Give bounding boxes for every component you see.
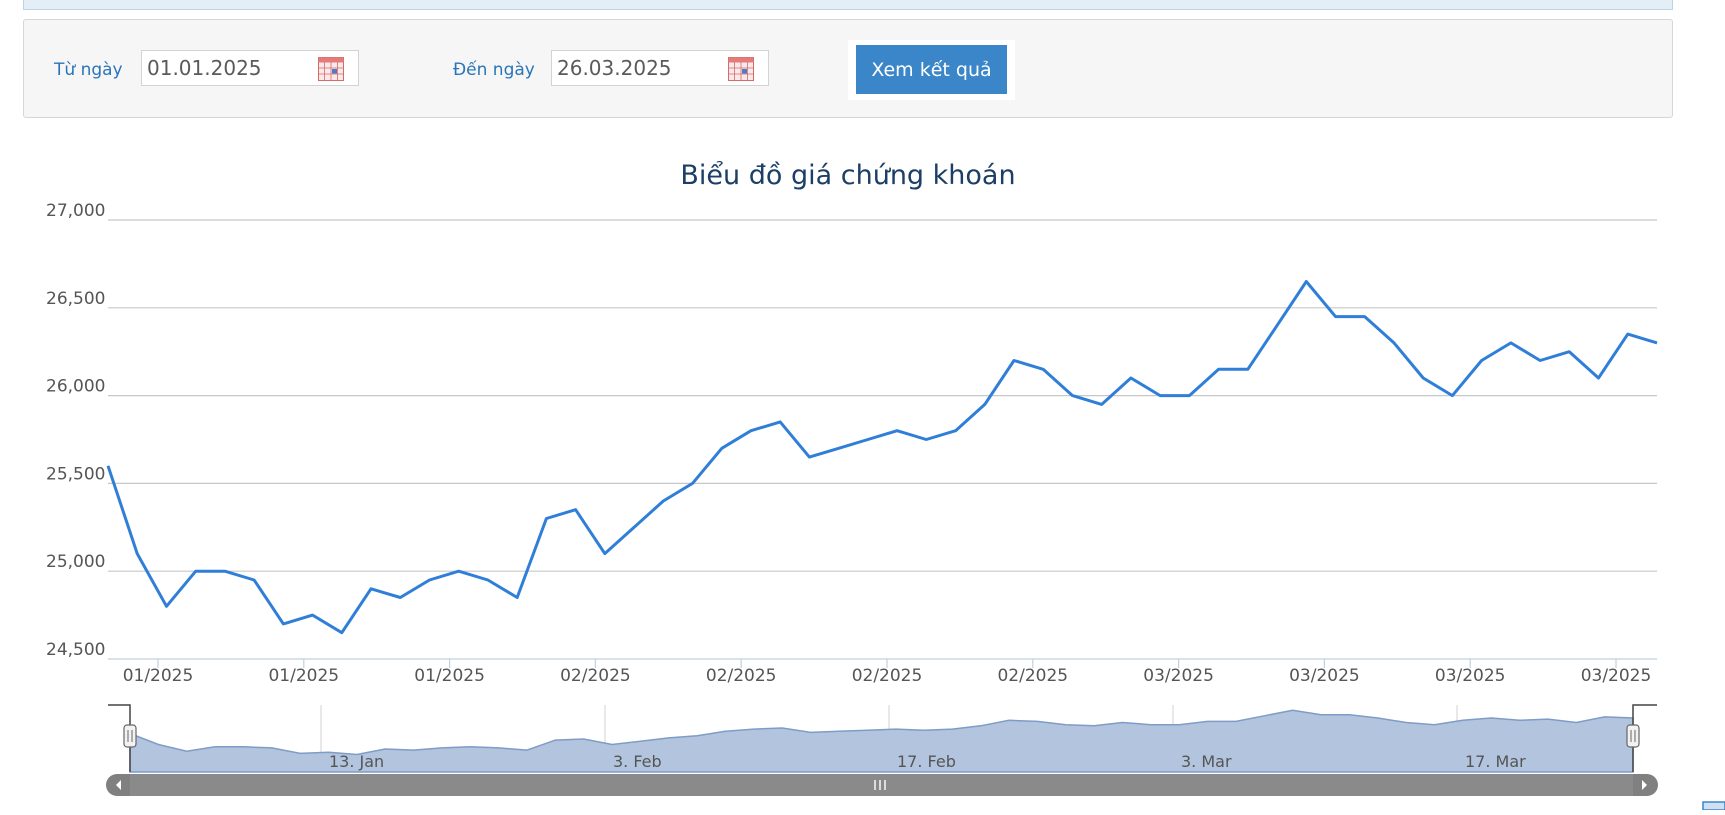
to-date-input[interactable] — [557, 54, 717, 82]
submit-button-wrapper: Xem kết quả — [848, 40, 1015, 100]
price-series-line — [106, 280, 1658, 635]
chart-title: Biểu đồ giá chứng khoán — [680, 160, 1015, 191]
y-tick-label: 25,500 — [46, 464, 105, 484]
stock-price-chart: Biểu đồ giá chứng khoán 24,500 25,000 25,5… — [46, 160, 1725, 810]
navigator-label: 13. Jan — [329, 752, 384, 771]
y-tick-label: 27,000 — [46, 201, 105, 221]
x-tick-label: 03/2025 — [1143, 666, 1214, 686]
from-date-input[interactable] — [147, 54, 307, 82]
x-tick-label: 01/2025 — [268, 666, 339, 686]
navigator-label: 17. Mar — [1465, 752, 1526, 771]
y-tick-label: 25,000 — [46, 552, 105, 572]
navigator[interactable]: 13. Jan 3. Feb 17. Feb 3. Mar 17. Mar — [106, 704, 1725, 810]
calendar-icon[interactable] — [728, 57, 754, 81]
x-tick-label: 01/2025 — [123, 666, 194, 686]
x-tick-label: 01/2025 — [414, 666, 485, 686]
navigator-label: 3. Feb — [613, 752, 662, 771]
scrollbar-thumb[interactable] — [130, 774, 1633, 796]
navigator-handle[interactable] — [1626, 724, 1640, 748]
x-tick-label: 03/2025 — [1435, 666, 1506, 686]
navigator-outline — [1632, 704, 1657, 772]
corner-widget-icon[interactable] — [1702, 801, 1725, 810]
scroll-left-arrow-icon[interactable] — [116, 780, 121, 790]
calendar-icon[interactable] — [318, 57, 344, 81]
x-tick-label: 02/2025 — [706, 666, 777, 686]
from-date-label: Từ ngày — [54, 60, 123, 80]
y-tick-label: 26,500 — [46, 289, 105, 309]
navigator-label: 17. Feb — [897, 752, 956, 771]
scroll-right-arrow-icon[interactable] — [1642, 780, 1647, 790]
y-tick-label: 24,500 — [46, 640, 105, 660]
x-tick-label: 03/2025 — [1581, 666, 1652, 686]
top-strip — [23, 0, 1673, 10]
navigator-area — [129, 709, 1634, 773]
y-tick-label: 26,000 — [46, 377, 105, 397]
navigator-handle[interactable] — [123, 724, 137, 748]
to-date-box — [551, 50, 769, 86]
x-tick-label: 03/2025 — [1289, 666, 1360, 686]
x-tick-label: 02/2025 — [560, 666, 631, 686]
to-date-label: Đến ngày — [453, 60, 535, 80]
navigator-label: 3. Mar — [1181, 752, 1232, 771]
x-tick-label: 02/2025 — [852, 666, 923, 686]
x-tick-label: 02/2025 — [997, 666, 1068, 686]
from-date-box — [141, 50, 359, 86]
view-results-button[interactable]: Xem kết quả — [856, 45, 1007, 94]
navigator-outline — [108, 704, 131, 772]
navigator-scrollbar[interactable] — [106, 774, 1658, 796]
